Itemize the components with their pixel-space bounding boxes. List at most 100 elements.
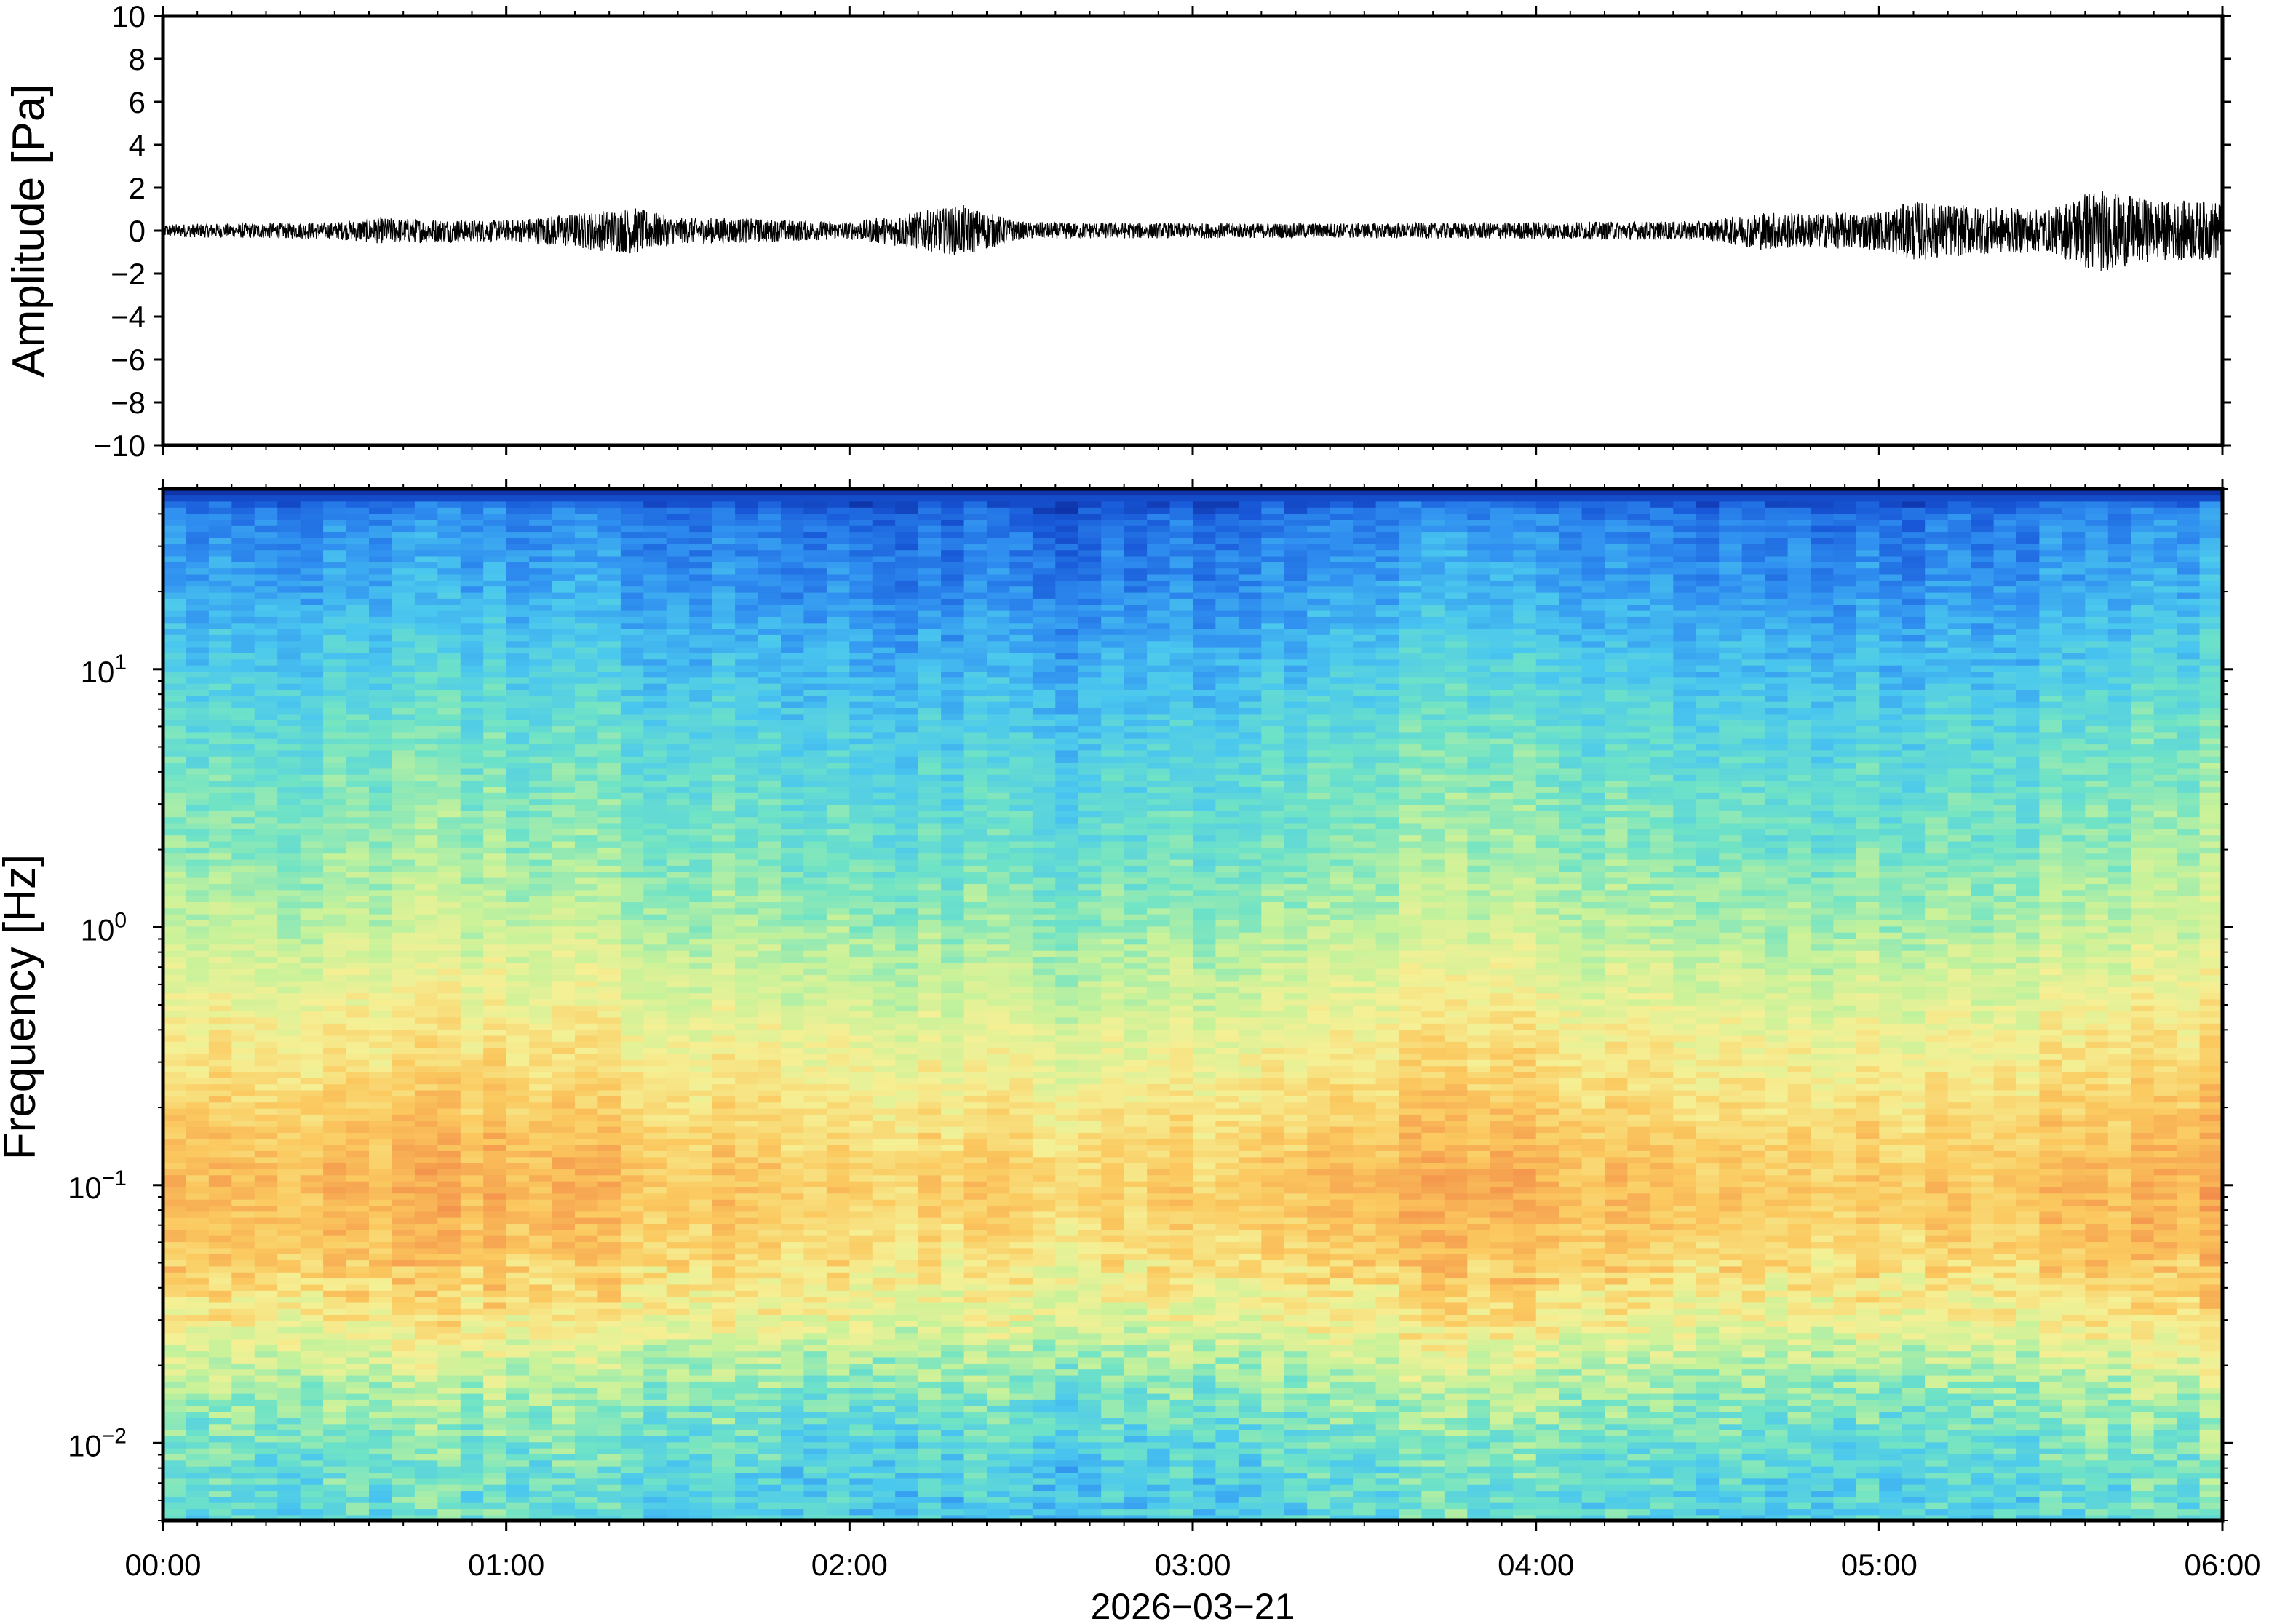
spectrogram-cell [803, 592, 827, 599]
spectrogram-cell [597, 1169, 621, 1176]
spectrogram-cell [575, 1102, 599, 1109]
spectrogram-cell [300, 580, 324, 587]
spectrogram-cell [254, 1114, 278, 1121]
spectrogram-cell [437, 580, 461, 587]
spectrogram-cell [483, 646, 507, 653]
spectrogram-cell [460, 1508, 484, 1516]
spectrogram-cell [712, 701, 736, 708]
spectrogram-cell [620, 1399, 645, 1406]
spectrogram-cell [392, 628, 416, 635]
spectrogram-cell [231, 573, 255, 581]
spectrogram-cell [506, 707, 530, 715]
spectrogram-cell [575, 1290, 599, 1297]
spectrogram-cell [163, 501, 187, 508]
spectrogram-cell [712, 1472, 736, 1479]
spectrogram-cell [803, 519, 827, 526]
spectrogram-cell [666, 1187, 690, 1194]
spectrogram-cell [254, 1308, 278, 1315]
spectrogram-cell [552, 598, 576, 605]
spectrogram-cell [163, 1162, 187, 1169]
spectrogram-cell [437, 1338, 461, 1345]
spectrogram-cell [689, 701, 713, 708]
spectrogram-cell [186, 1005, 210, 1012]
spectrogram-cell [437, 677, 461, 684]
spectrogram-cell [392, 1254, 416, 1261]
spectrogram-cell [712, 1102, 736, 1109]
spectrogram-cell [437, 592, 461, 599]
spectrogram-cell [208, 1193, 233, 1200]
spectrogram-cell [597, 1259, 621, 1267]
spectrogram-cell [163, 664, 187, 672]
spectrogram-cell [437, 1460, 461, 1467]
spectrogram-cell [620, 950, 645, 957]
spectrogram-cell [735, 895, 759, 902]
spectrogram-cell [781, 968, 805, 976]
spectrogram-cell [712, 1107, 736, 1115]
spectrogram-cell [323, 913, 347, 920]
spectrogram-cell [575, 1423, 599, 1430]
spectrogram-cell [346, 1156, 370, 1163]
spectrogram-cell [369, 944, 393, 951]
spectrogram-cell [414, 1363, 439, 1370]
spectrogram-cell [437, 835, 461, 842]
spectrogram-cell [460, 604, 484, 611]
spectrogram-cell [460, 1381, 484, 1388]
spectrogram-cell [506, 1514, 530, 1521]
spectrogram-cell [552, 725, 576, 733]
spectrogram-cell [826, 1369, 851, 1376]
spectrogram-cell [277, 804, 301, 811]
spectrogram-cell [369, 749, 393, 757]
spectrogram-cell [208, 731, 233, 739]
spectrogram-cell [323, 604, 347, 611]
spectrogram-cell [666, 992, 690, 1000]
spectrogram-cell [803, 1144, 827, 1151]
spectrogram-cell [277, 707, 301, 715]
spectrogram-cell [414, 950, 439, 957]
spectrogram-cell [323, 1363, 347, 1370]
spectrogram-cell [163, 1478, 187, 1485]
spectrogram-cell [575, 720, 599, 727]
spectrogram-cell [575, 1089, 599, 1096]
spectrogram-cell [208, 1144, 233, 1151]
spectrogram-cell [620, 1120, 645, 1127]
spectrogram-cell [552, 907, 576, 915]
spectrogram-cell [666, 1089, 690, 1096]
spectrogram-cell [689, 664, 713, 672]
spectrogram-cell [460, 1338, 484, 1345]
spectrogram-cell [254, 1441, 278, 1449]
spectrogram-cell [323, 1350, 347, 1358]
spectrogram-cell [666, 987, 690, 994]
spectrogram-cell [254, 1350, 278, 1358]
spectrogram-cell [208, 920, 233, 927]
spectrogram-cell [506, 622, 530, 629]
spectrogram-cell [483, 1211, 507, 1218]
spectrogram-cell [300, 731, 324, 739]
spectrogram-cell [597, 489, 621, 496]
spectrogram-cell [437, 598, 461, 605]
spectrogram-cell [277, 1478, 301, 1485]
spectrogram-cell [506, 1265, 530, 1273]
spectrogram-cell [620, 1308, 645, 1315]
spectrogram-cell [277, 1114, 301, 1121]
spectrogram-cell [552, 980, 576, 987]
spectrogram-cell [186, 1144, 210, 1151]
spectrogram-cell [758, 883, 782, 891]
spectrogram-cell [346, 1078, 370, 1085]
spectrogram-cell [369, 840, 393, 848]
spectrogram-cell [758, 640, 782, 648]
spectrogram-cell [186, 1114, 210, 1121]
spectrogram-cell [529, 622, 553, 629]
spectrogram-cell [277, 653, 301, 660]
spectrogram-cell [163, 1345, 187, 1352]
spectrogram-cell [529, 555, 553, 562]
spectrogram-cell [735, 883, 759, 891]
spectrogram-cell [483, 1308, 507, 1315]
spectrogram-cell [643, 1296, 667, 1303]
spectrogram-cell [163, 549, 187, 557]
spectrogram-cell [575, 889, 599, 896]
spectrogram-cell [460, 920, 484, 927]
spectrogram-cell [643, 1169, 667, 1176]
spectrogram-cell [666, 507, 690, 514]
spectrogram-cell [575, 1096, 599, 1103]
spectrogram-cell [781, 901, 805, 909]
